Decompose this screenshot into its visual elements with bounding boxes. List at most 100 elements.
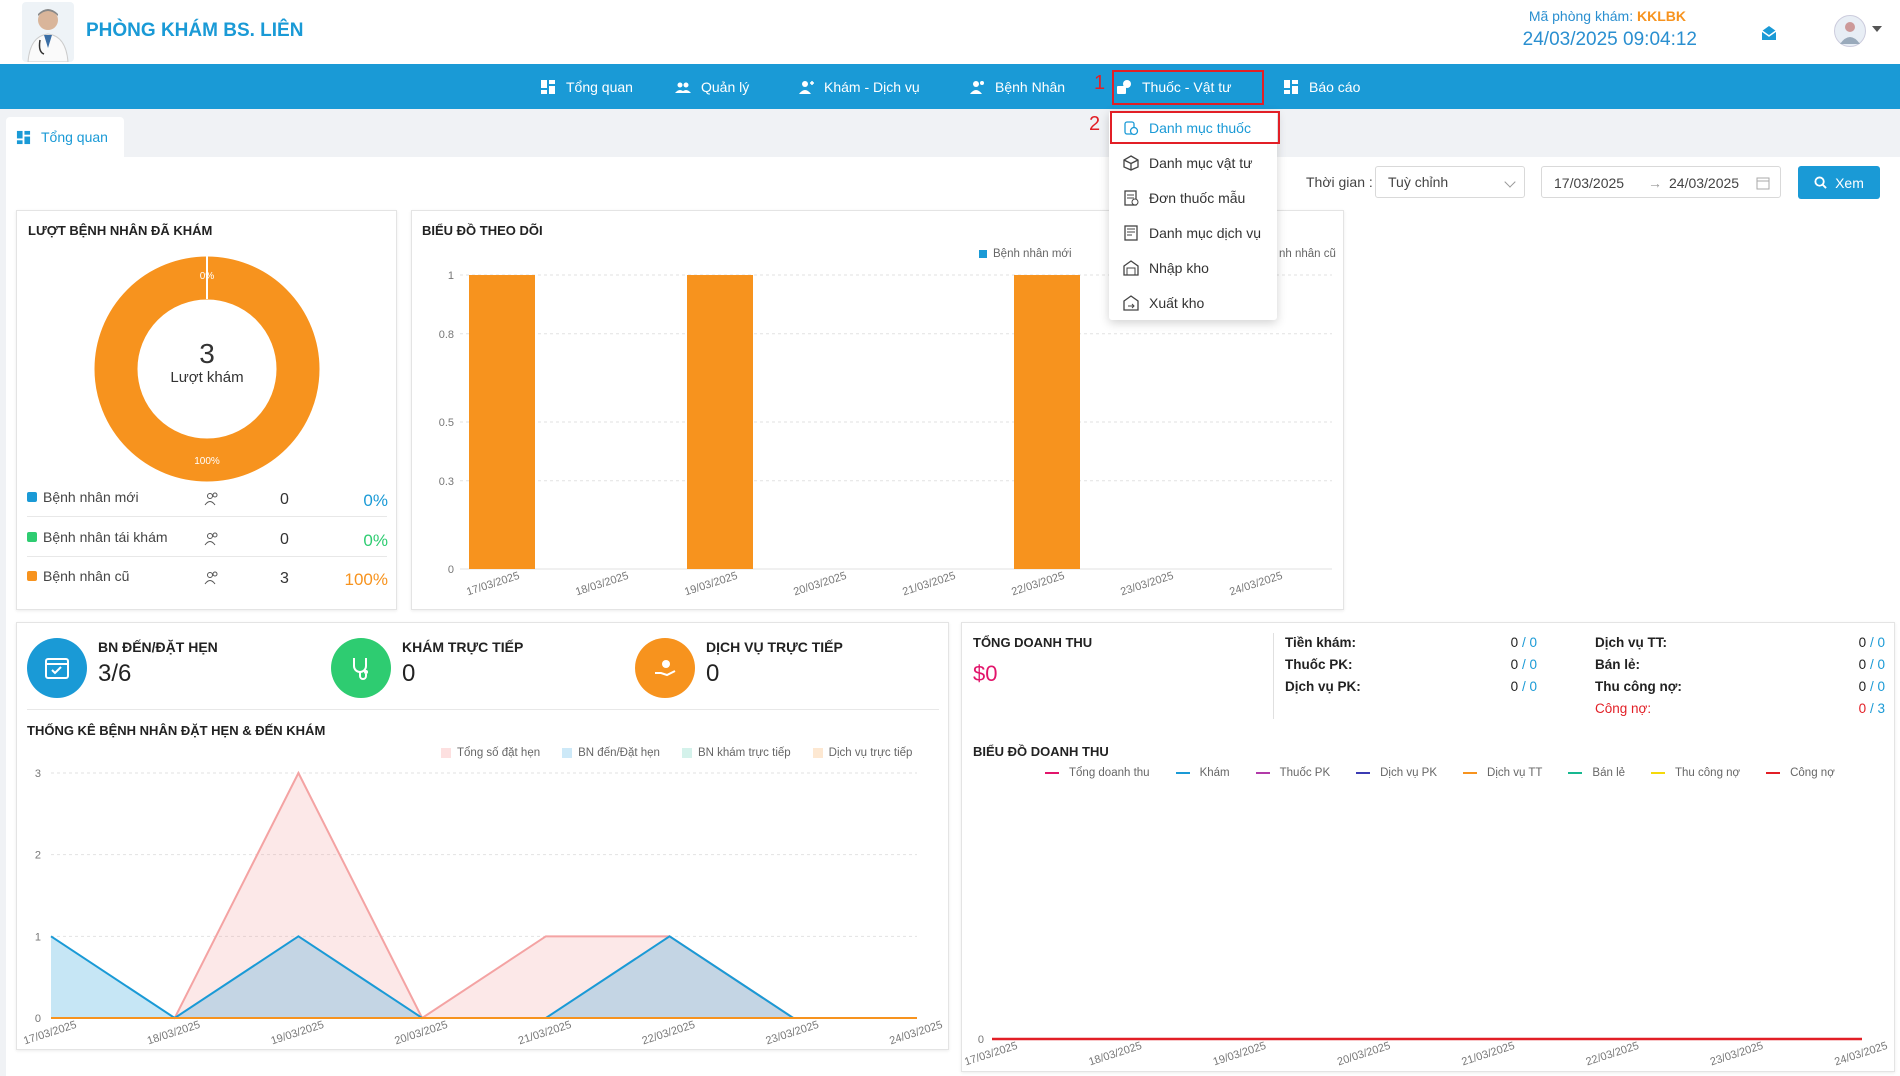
clinic-name: PHÒNG KHÁM BS. LIÊN bbox=[86, 20, 304, 41]
doctor-logo bbox=[22, 2, 74, 62]
legend-swatch bbox=[1175, 772, 1190, 774]
legend-swatch bbox=[441, 748, 451, 758]
time-range-select[interactable]: Tuỳ chỉnh bbox=[1375, 166, 1525, 198]
nav-item-label: Quản lý bbox=[701, 78, 750, 95]
legend-item[interactable]: Công nợ bbox=[1766, 767, 1835, 779]
notification-icon[interactable] bbox=[1759, 24, 1779, 42]
prescription-icon bbox=[1124, 190, 1139, 206]
rev-value: 0 / 0 bbox=[1510, 635, 1537, 650]
legend-label: Bán lẻ bbox=[1592, 767, 1626, 779]
legend-item[interactable]: Thuốc PK bbox=[1255, 767, 1330, 779]
legend-swatch bbox=[681, 748, 692, 758]
legend-label: Thu công nợ bbox=[1675, 767, 1741, 779]
dropdown-highlight-box bbox=[1110, 111, 1280, 144]
menu-item-supplies-catalog[interactable]: Danh mục vật tư bbox=[1123, 149, 1253, 177]
legend-item[interactable]: Dịch vụ TT bbox=[1463, 767, 1542, 779]
bar[interactable] bbox=[687, 275, 753, 569]
tab-overview[interactable]: Tổng quan bbox=[6, 117, 124, 157]
legend-label: Tổng doanh thu bbox=[1069, 767, 1150, 779]
count-returning-patients: 0 bbox=[280, 531, 289, 548]
tab-bar bbox=[0, 109, 1900, 157]
nav-item-management[interactable]: Quản lý bbox=[675, 64, 749, 109]
nav-item-overview[interactable]: Tổng quan bbox=[540, 64, 633, 109]
nav-item-patients[interactable]: Bệnh Nhân bbox=[969, 64, 1065, 109]
legend-swatch bbox=[1568, 772, 1583, 774]
x-tick-label: 18/03/2025 bbox=[574, 570, 630, 598]
x-tick-label: 24/03/2025 bbox=[1833, 1040, 1889, 1068]
legend-swatch bbox=[1651, 772, 1666, 774]
nav-item-label: Thuốc - Vật tư bbox=[1142, 78, 1232, 95]
rev-value: 0 / 0 bbox=[1858, 657, 1885, 672]
card-title: TỔNG DOANH THU bbox=[973, 635, 1093, 650]
x-tick-label: 22/03/2025 bbox=[1584, 1040, 1640, 1068]
view-button[interactable]: Xem bbox=[1798, 166, 1880, 199]
legend-new-patients: Bệnh nhân mới bbox=[27, 489, 139, 505]
x-tick-label: 23/03/2025 bbox=[764, 1019, 820, 1047]
legend-item[interactable]: Tổng số đặt hẹn bbox=[441, 747, 540, 759]
stat-value: 0 bbox=[706, 660, 720, 687]
y-tick-label: 0 bbox=[35, 1013, 41, 1025]
stat-label: DỊCH VỤ TRỰC TIẾP bbox=[706, 639, 843, 655]
legend-swatch bbox=[1766, 772, 1781, 774]
legend-swatch bbox=[1356, 772, 1371, 774]
divider bbox=[27, 516, 387, 517]
rev-value: 0 / 0 bbox=[1858, 635, 1885, 650]
menu-item-prescription-template[interactable]: Đơn thuốc mẫu bbox=[1123, 184, 1245, 212]
x-tick-label: 19/03/2025 bbox=[683, 570, 739, 598]
date-range-picker[interactable]: 17/03/2025 → 24/03/2025 bbox=[1541, 166, 1781, 198]
rev-label: Bán lẻ: bbox=[1595, 657, 1641, 672]
divider bbox=[1273, 633, 1274, 719]
x-tick-label: 18/03/2025 bbox=[1087, 1040, 1143, 1068]
medicine-supplies-dropdown: Danh mục thuốc Danh mục vật tư Đơn thuốc… bbox=[1109, 111, 1277, 320]
card-title: BIỂU ĐỒ THEO DÕI bbox=[422, 223, 543, 238]
nav-item-label: Khám - Dịch vụ bbox=[824, 78, 920, 95]
menu-item-stock-in[interactable]: Nhập kho bbox=[1123, 254, 1209, 282]
x-tick-label: 23/03/2025 bbox=[1119, 570, 1175, 598]
legend-item[interactable]: Thu công nợ bbox=[1651, 767, 1740, 779]
box-icon bbox=[1123, 155, 1139, 171]
pct-returning-patients: 0% bbox=[363, 531, 388, 550]
legend-item[interactable]: Dịch vụ trực tiếp bbox=[812, 747, 912, 759]
menu-item-medicine-catalog[interactable]: Danh mục thuốc bbox=[1123, 114, 1251, 142]
clinic-code-label: Mã phòng khám: bbox=[1528, 8, 1634, 24]
rev-value: 0 / 0 bbox=[1858, 679, 1885, 694]
legend-item-old-patients[interactable]: nh nhân cũ bbox=[1279, 248, 1336, 260]
visits-donut-chart: 0% 100% 3 Lượt khám bbox=[94, 255, 320, 482]
calendar-check-icon bbox=[45, 658, 69, 679]
menu-item-label: Danh mục dịch vụ bbox=[1149, 225, 1262, 241]
legend-item[interactable]: Khám bbox=[1175, 767, 1230, 779]
menu-item-stock-out[interactable]: Xuất kho bbox=[1123, 289, 1204, 317]
x-tick-label: 19/03/2025 bbox=[1212, 1040, 1268, 1068]
menu-item-service-catalog[interactable]: Danh mục dịch vụ bbox=[1123, 219, 1261, 247]
nav-item-medicine-supplies[interactable]: Thuốc - Vật tư bbox=[1116, 64, 1232, 109]
rev-debt-label: Công nợ: bbox=[1595, 701, 1652, 716]
bar[interactable] bbox=[469, 275, 535, 569]
x-tick-label: 21/03/2025 bbox=[517, 1019, 573, 1047]
pct-old-patients: 100% bbox=[344, 570, 388, 589]
stat-direct-exam-circle bbox=[331, 638, 391, 698]
main-nav: Tổng quan Quản lý Khám - Dịch vụ Bệnh Nh… bbox=[0, 64, 1900, 109]
nav-item-exam-service[interactable]: Khám - Dịch vụ bbox=[798, 64, 920, 109]
legend-item[interactable]: Tổng doanh thu bbox=[1045, 767, 1150, 779]
legend-item[interactable]: Bán lẻ bbox=[1568, 767, 1625, 779]
bar[interactable] bbox=[1014, 275, 1080, 569]
nav-item-reports[interactable]: Báo cáo bbox=[1283, 64, 1360, 109]
legend-item[interactable]: BN khám trực tiếp bbox=[681, 747, 791, 759]
rev-label: Thu công nợ: bbox=[1595, 679, 1682, 694]
rev-value: 0 / 0 bbox=[1510, 679, 1537, 694]
legend-item[interactable]: Dịch vụ PK bbox=[1356, 767, 1437, 779]
donut-bottom-label: 100% bbox=[194, 456, 220, 467]
x-tick-label: 20/03/2025 bbox=[393, 1019, 449, 1047]
legend-item[interactable]: BN đến/Đặt hẹn bbox=[562, 747, 660, 759]
user-menu-caret-icon[interactable] bbox=[1872, 26, 1882, 32]
legend-item-new-patients[interactable]: Bệnh nhân mới bbox=[979, 248, 1072, 260]
x-tick-label: 20/03/2025 bbox=[792, 570, 848, 598]
legend-swatch bbox=[27, 492, 37, 502]
donut-center-value: 3 bbox=[199, 338, 215, 369]
x-tick-label: 24/03/2025 bbox=[888, 1019, 944, 1047]
tracking-bar-chart: 0 0.3 0.5 0.8 1 17/03/2025 18/03/2025 19/03/202… bbox=[439, 270, 1332, 598]
user-avatar[interactable] bbox=[1834, 15, 1866, 47]
rev-debt-value: 0 / 3 bbox=[1858, 701, 1885, 716]
count-new-patients: 0 bbox=[280, 491, 289, 508]
legend-returning-patients: Bệnh nhân tái khám bbox=[27, 529, 168, 545]
